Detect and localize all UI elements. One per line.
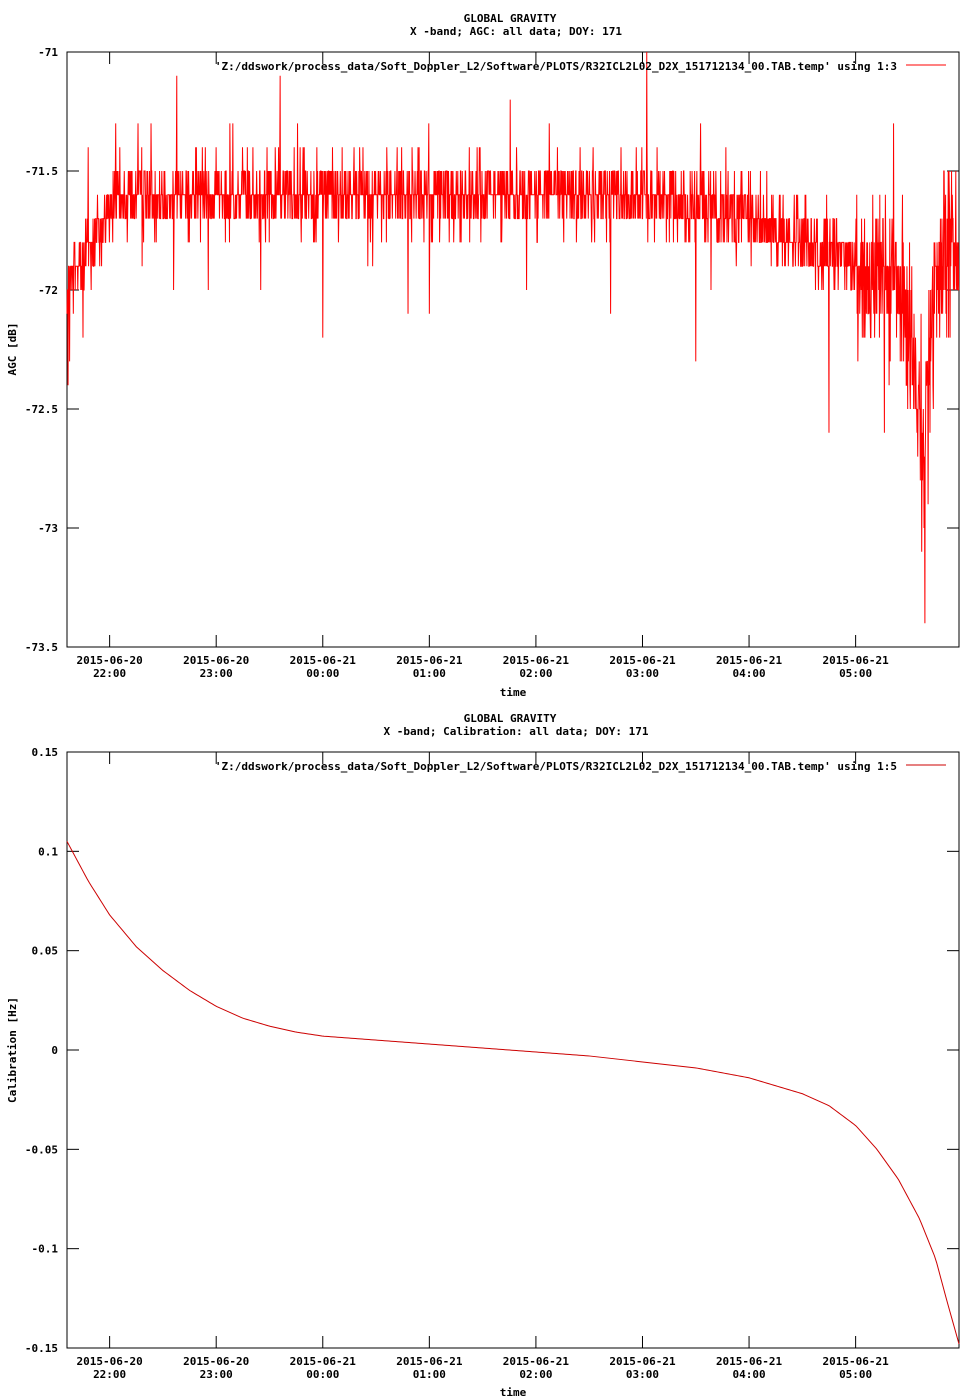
chart-subtitle: X -band; Calibration: all data; DOY: 171 <box>384 725 649 738</box>
x-tick-label-time: 22:00 <box>93 667 126 680</box>
plot-frame <box>66 51 960 648</box>
y-tick-label: -0.1 <box>32 1243 59 1256</box>
chart-subtitle: X -band; AGC: all data; DOY: 171 <box>410 25 622 38</box>
x-axis-ticks: 2015-06-2022:002015-06-2023:002015-06-21… <box>77 752 890 1381</box>
x-tick-label-date: 2015-06-21 <box>290 654 357 667</box>
x-tick-label-date: 2015-06-21 <box>716 1355 783 1368</box>
y-tick-label: 0 <box>51 1044 58 1057</box>
y-tick-label: -73 <box>38 522 58 535</box>
x-tick-label-time: 23:00 <box>200 1368 233 1381</box>
x-tick-label-time: 03:00 <box>626 1368 659 1381</box>
series-line <box>66 841 960 1345</box>
x-tick-label-date: 2015-06-21 <box>503 654 570 667</box>
chart-title: GLOBAL GRAVITY <box>464 12 557 25</box>
series-group <box>66 51 960 624</box>
y-tick-label: -0.05 <box>25 1143 58 1156</box>
x-axis-label: time <box>500 686 527 699</box>
x-axis-ticks: 2015-06-2022:002015-06-2023:002015-06-21… <box>77 52 890 680</box>
x-tick-label-date: 2015-06-21 <box>609 1355 676 1368</box>
series-line <box>66 51 960 624</box>
x-tick-label-time: 22:00 <box>93 1368 126 1381</box>
x-tick-label-time: 01:00 <box>413 667 446 680</box>
x-tick-label-date: 2015-06-20 <box>183 1355 249 1368</box>
x-tick-label-time: 05:00 <box>839 1368 872 1381</box>
x-tick-label-date: 2015-06-21 <box>290 1355 357 1368</box>
y-axis-label: AGC [dB] <box>6 323 19 376</box>
series-group <box>66 841 960 1345</box>
x-tick-label-time: 02:00 <box>519 667 552 680</box>
x-tick-label-time: 03:00 <box>626 667 659 680</box>
x-tick-label-date: 2015-06-21 <box>503 1355 570 1368</box>
x-tick-label-time: 04:00 <box>732 1368 765 1381</box>
x-tick-label-date: 2015-06-21 <box>396 1355 463 1368</box>
x-axis-label: time <box>500 1386 527 1399</box>
x-tick-label-date: 2015-06-21 <box>609 654 676 667</box>
y-axis-ticks: 0.15 0.1 0.05 0 -0.05 -0.1 -0.15 <box>25 746 959 1355</box>
y-tick-label: 0.05 <box>32 945 59 958</box>
y-tick-label: -0.15 <box>25 1342 58 1355</box>
agc-chart: GLOBAL GRAVITY X -band; AGC: all data; D… <box>6 12 960 699</box>
y-axis-label: Calibration [Hz] <box>6 997 19 1103</box>
x-tick-label-time: 23:00 <box>200 667 233 680</box>
y-tick-label: 0.15 <box>32 746 59 759</box>
y-tick-label: -71 <box>38 46 58 59</box>
x-tick-label-date: 2015-06-20 <box>77 654 143 667</box>
y-tick-label: -72 <box>38 284 58 297</box>
x-tick-label-date: 2015-06-21 <box>823 1355 890 1368</box>
x-tick-label-date: 2015-06-20 <box>183 654 249 667</box>
y-tick-label: -73.5 <box>25 641 58 654</box>
x-tick-label-date: 2015-06-21 <box>396 654 463 667</box>
x-tick-label-date: 2015-06-21 <box>823 654 890 667</box>
chart-title: GLOBAL GRAVITY <box>464 712 557 725</box>
x-tick-label-time: 02:00 <box>519 1368 552 1381</box>
y-tick-label: -71.5 <box>25 165 58 178</box>
legend-label: 'Z:/ddswork/process_data/Soft_Doppler_L2… <box>215 760 897 773</box>
x-tick-label-date: 2015-06-20 <box>77 1355 143 1368</box>
x-tick-label-time: 05:00 <box>839 667 872 680</box>
x-tick-label-time: 04:00 <box>732 667 765 680</box>
y-tick-label: 0.1 <box>38 845 58 858</box>
x-tick-label-time: 00:00 <box>306 1368 339 1381</box>
x-tick-label-date: 2015-06-21 <box>716 654 783 667</box>
y-axis-ticks: -71 -71.5 -72 -72.5 -73 -73.5 <box>25 46 959 654</box>
x-tick-label-time: 00:00 <box>306 667 339 680</box>
y-tick-label: -72.5 <box>25 403 58 416</box>
legend-label: 'Z:/ddswork/process_data/Soft_Doppler_L2… <box>215 60 897 73</box>
calibration-chart: GLOBAL GRAVITY X -band; Calibration: all… <box>6 712 960 1399</box>
x-tick-label-time: 01:00 <box>413 1368 446 1381</box>
